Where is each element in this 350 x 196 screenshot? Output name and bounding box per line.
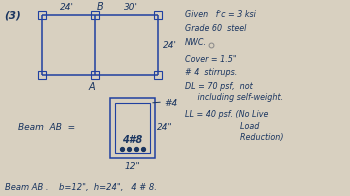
Text: NWC.: NWC. xyxy=(185,38,207,47)
Text: # 4  stirrups.: # 4 stirrups. xyxy=(185,68,237,77)
Text: 12": 12" xyxy=(125,162,140,171)
Bar xyxy=(154,11,162,19)
Text: A: A xyxy=(89,82,95,92)
Bar xyxy=(154,71,162,79)
Text: (3): (3) xyxy=(4,10,21,20)
Bar xyxy=(110,98,155,158)
Text: Beam  AB  =: Beam AB = xyxy=(18,123,75,132)
Text: Load: Load xyxy=(185,122,259,131)
Text: Reduction): Reduction) xyxy=(185,133,284,142)
Text: B: B xyxy=(97,2,104,12)
Bar xyxy=(38,71,46,79)
Text: LL = 40 psf. (No Live: LL = 40 psf. (No Live xyxy=(185,110,268,119)
Text: Cover = 1.5": Cover = 1.5" xyxy=(185,55,237,64)
Text: DL = 70 psf,  not: DL = 70 psf, not xyxy=(185,82,253,91)
Bar xyxy=(38,11,46,19)
Text: Given   fʼc = 3 ksi: Given fʼc = 3 ksi xyxy=(185,10,256,19)
Text: Beam AB .    b=12",  h=24",   4 # 8.: Beam AB . b=12", h=24", 4 # 8. xyxy=(5,183,157,192)
Text: 24': 24' xyxy=(60,3,74,12)
Text: Grade 60  steel: Grade 60 steel xyxy=(185,24,246,33)
Bar xyxy=(91,71,99,79)
Text: 24': 24' xyxy=(163,41,177,50)
Bar xyxy=(91,11,99,19)
Text: 4#8: 4#8 xyxy=(122,135,143,145)
Text: including self-weight.: including self-weight. xyxy=(185,93,283,102)
Text: 30': 30' xyxy=(124,3,138,12)
Bar xyxy=(115,103,150,153)
Text: #4: #4 xyxy=(164,99,177,108)
Text: 24": 24" xyxy=(157,123,173,132)
